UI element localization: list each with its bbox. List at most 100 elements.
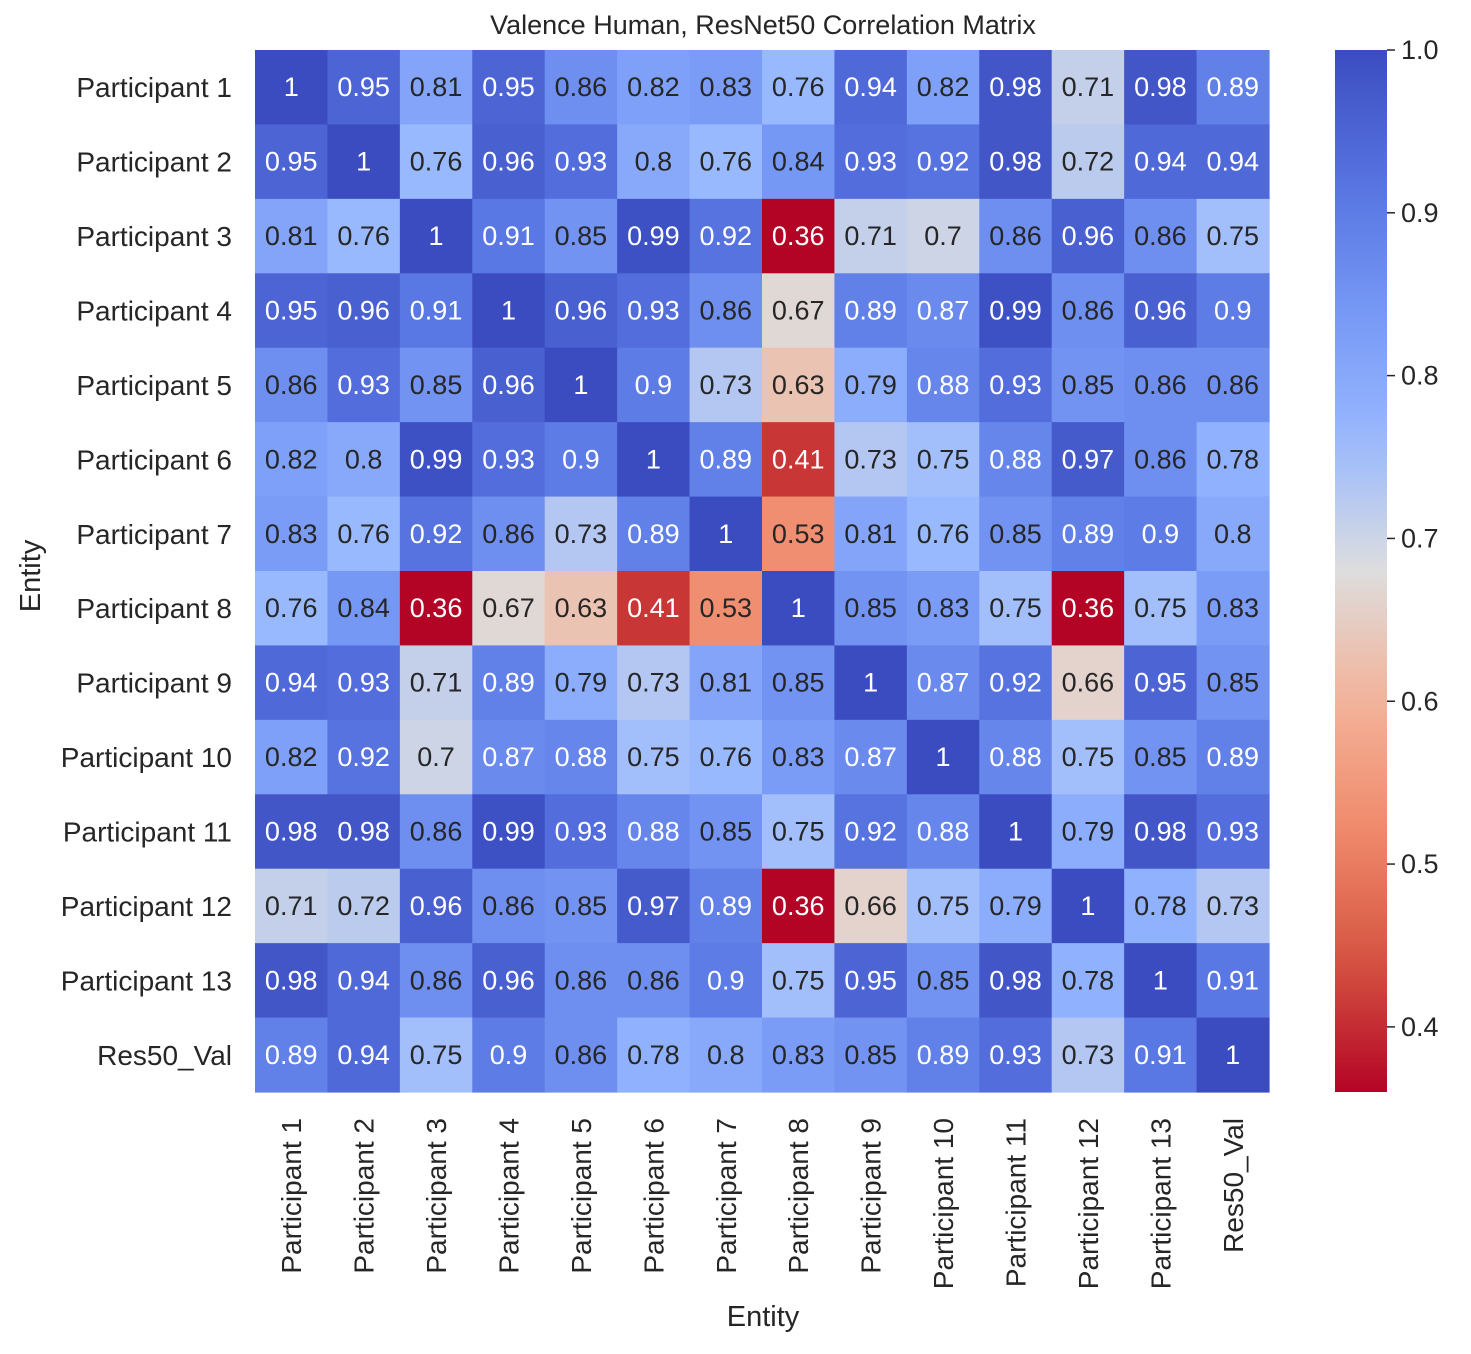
cell-annotation: 0.86 xyxy=(410,817,463,847)
cell-annotation: 0.75 xyxy=(1134,593,1187,623)
cell-annotation: 0.93 xyxy=(844,147,897,177)
heatmap-cell xyxy=(617,868,691,944)
heatmap-cell xyxy=(979,198,1053,274)
cell-annotation: 0.75 xyxy=(1062,742,1115,772)
cell-annotation: 0.79 xyxy=(989,891,1042,921)
cell-annotation: 0.75 xyxy=(917,444,970,474)
cell-annotation: 0.95 xyxy=(482,72,535,102)
cell-annotation: 0.76 xyxy=(700,742,753,772)
cell-annotation: 0.89 xyxy=(917,1040,970,1070)
cell-annotation: 0.98 xyxy=(337,817,390,847)
cell-annotation: 0.97 xyxy=(1062,444,1115,474)
cell-annotation: 1 xyxy=(429,221,444,251)
heatmap-cell xyxy=(762,645,836,721)
heatmap-cell xyxy=(1124,868,1198,944)
heatmap-cell xyxy=(1196,273,1270,349)
y-tick-label: Participant 8 xyxy=(76,593,232,624)
cell-annotation: 0.89 xyxy=(1062,519,1115,549)
cell-annotation: 0.91 xyxy=(1134,1040,1187,1070)
heatmap-cell xyxy=(327,273,401,349)
cell-annotation: 0.98 xyxy=(1134,72,1187,102)
cell-annotation: 0.99 xyxy=(482,817,535,847)
cell-annotation: 0.9 xyxy=(635,370,673,400)
heatmap-cell xyxy=(1196,422,1270,498)
heatmap-cell xyxy=(834,496,908,572)
cell-annotation: 0.89 xyxy=(700,891,753,921)
cell-annotation: 0.9 xyxy=(490,1040,528,1070)
cell-annotation: 0.94 xyxy=(265,668,318,698)
heatmap-cell xyxy=(472,943,546,1019)
heatmap-cell xyxy=(544,1017,618,1093)
heatmap-cell xyxy=(255,645,329,721)
heatmap-cell xyxy=(834,198,908,274)
cell-annotation: 0.63 xyxy=(772,370,825,400)
cell-annotation: 1 xyxy=(1153,965,1168,995)
heatmap-cell xyxy=(979,794,1053,870)
cell-annotation: 0.76 xyxy=(772,72,825,102)
heatmap-cell xyxy=(327,794,401,870)
heatmap-cell xyxy=(544,868,618,944)
cell-annotation: 0.88 xyxy=(989,742,1042,772)
y-tick-label: Participant 6 xyxy=(76,444,232,475)
y-tick-label: Participant 2 xyxy=(76,147,232,178)
colorbar-tick-label: 0.7 xyxy=(1401,523,1439,553)
cell-annotation: 0.92 xyxy=(700,221,753,251)
heatmap-cell xyxy=(399,422,473,498)
cell-annotation: 0.85 xyxy=(844,1040,897,1070)
heatmap-cell xyxy=(617,50,691,126)
cell-annotation: 0.41 xyxy=(772,444,825,474)
cell-annotation: 0.89 xyxy=(265,1040,318,1070)
heatmap-cell xyxy=(327,347,401,423)
cell-annotation: 0.86 xyxy=(1134,221,1187,251)
heatmap-cell xyxy=(1051,198,1125,274)
cell-annotation: 0.86 xyxy=(989,221,1042,251)
y-tick-label: Participant 3 xyxy=(76,221,232,252)
cell-annotation: 0.98 xyxy=(989,72,1042,102)
cell-annotation: 0.83 xyxy=(917,593,970,623)
cell-annotation: 0.36 xyxy=(772,221,825,251)
cell-annotation: 0.36 xyxy=(410,593,463,623)
cell-annotation: 0.93 xyxy=(555,147,608,177)
heatmap-cell xyxy=(1124,645,1198,721)
cell-annotation: 0.92 xyxy=(337,742,390,772)
cell-annotation: 0.93 xyxy=(989,370,1042,400)
heatmap-cell xyxy=(906,50,980,126)
heatmap-cell xyxy=(762,868,836,944)
cell-annotation: 1 xyxy=(718,519,733,549)
cell-annotation: 0.82 xyxy=(265,444,318,474)
cell-annotation: 0.75 xyxy=(627,742,680,772)
cell-annotation: 0.78 xyxy=(627,1040,680,1070)
cell-annotation: 0.96 xyxy=(410,891,463,921)
y-tick-label: Participant 11 xyxy=(63,817,232,848)
y-axis-label: Entity xyxy=(15,539,47,612)
heatmap-cell xyxy=(617,794,691,870)
cell-annotation: 0.8 xyxy=(1214,519,1252,549)
heatmap-cell xyxy=(906,422,980,498)
cell-annotation: 1 xyxy=(863,668,878,698)
cell-annotation: 0.93 xyxy=(337,668,390,698)
heatmap-cell xyxy=(255,943,329,1019)
cell-annotation: 0.75 xyxy=(772,965,825,995)
cell-annotation: 0.87 xyxy=(917,296,970,326)
heatmap-cell xyxy=(399,571,473,647)
cell-annotation: 0.72 xyxy=(337,891,390,921)
cell-annotation: 1 xyxy=(1080,891,1095,921)
heatmap-cell xyxy=(834,50,908,126)
heatmap-cell xyxy=(1124,496,1198,572)
cell-annotation: 0.95 xyxy=(265,147,318,177)
heatmap-cell xyxy=(617,571,691,647)
cell-annotation: 0.9 xyxy=(707,965,745,995)
heatmap-cell xyxy=(762,273,836,349)
cell-annotation: 0.78 xyxy=(1207,444,1260,474)
cell-annotation: 0.41 xyxy=(627,593,680,623)
heatmap-cell xyxy=(327,422,401,498)
x-tick-label: Participant 11 xyxy=(1001,1118,1032,1287)
cell-annotation: 0.83 xyxy=(772,742,825,772)
heatmap-cell xyxy=(617,1017,691,1093)
heatmap-cell xyxy=(327,1017,401,1093)
heatmap-cell xyxy=(979,496,1053,572)
heatmap-cell xyxy=(762,124,836,200)
cell-annotation: 0.85 xyxy=(700,817,753,847)
heatmap-cell xyxy=(906,571,980,647)
colorbar-tick-label: 0.4 xyxy=(1401,1012,1439,1042)
